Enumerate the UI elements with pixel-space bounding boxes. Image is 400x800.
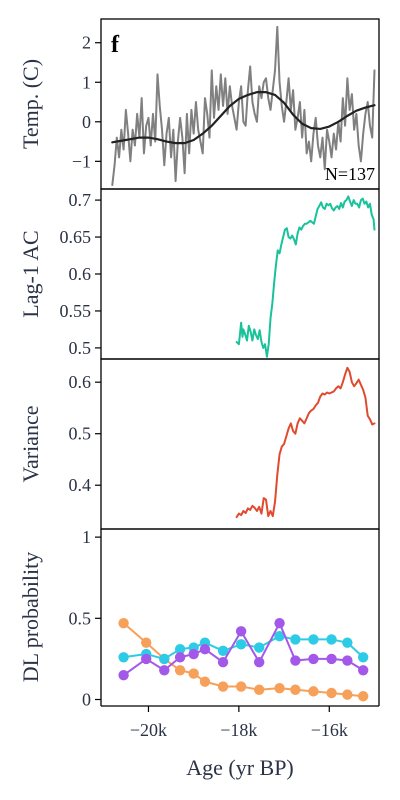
ytick-label-temperature: −1 xyxy=(72,151,91,171)
data-point-dl-1 xyxy=(290,634,301,645)
data-point-dl-0 xyxy=(118,617,129,629)
data-point-dl-0 xyxy=(199,676,211,687)
data-point-dl-0 xyxy=(174,665,186,676)
data-point-dl-1 xyxy=(254,642,265,653)
data-point-dl-0 xyxy=(254,684,265,695)
series-line-lag1-0 xyxy=(235,195,376,358)
ytick-label-dl: 0.5 xyxy=(69,608,92,628)
data-point-dl-1 xyxy=(217,645,229,656)
data-point-dl-2 xyxy=(235,626,247,637)
data-point-dl-1 xyxy=(118,652,129,663)
ytick-label-temperature: 1 xyxy=(82,72,91,92)
series-line-temperature-1 xyxy=(111,91,376,145)
ytick-label-lag1: 0.55 xyxy=(60,301,92,321)
data-point-dl-0 xyxy=(274,682,285,694)
series-line-temperature-0 xyxy=(111,25,376,187)
data-point-dl-1 xyxy=(308,634,319,645)
series-layer xyxy=(111,25,376,702)
series-line-variance-0 xyxy=(235,366,376,519)
data-point-dl-2 xyxy=(118,669,129,681)
data-point-dl-2 xyxy=(141,653,152,665)
ytick-label-lag1: 0.65 xyxy=(60,227,92,247)
data-point-dl-1 xyxy=(357,652,369,663)
data-point-dl-0 xyxy=(141,637,152,648)
data-point-dl-1 xyxy=(326,634,337,645)
data-point-dl-2 xyxy=(274,617,285,629)
data-point-dl-1 xyxy=(274,630,285,642)
panel-variance-frame xyxy=(100,358,380,530)
ytick-label-temperature: 2 xyxy=(82,33,91,53)
data-point-dl-0 xyxy=(308,686,319,697)
data-point-dl-0 xyxy=(326,687,337,699)
panel-letter: f xyxy=(111,32,120,58)
ytick-label-variance: 0.5 xyxy=(69,424,92,444)
ytick-label-dl: 0 xyxy=(82,690,91,710)
data-point-dl-2 xyxy=(290,655,301,666)
data-point-dl-2 xyxy=(254,656,265,668)
data-point-dl-2 xyxy=(217,656,229,668)
ytick-label-lag1: 0.7 xyxy=(69,190,92,210)
xtick-label: −18k xyxy=(220,720,257,740)
data-point-dl-1 xyxy=(342,637,353,648)
data-point-dl-2 xyxy=(357,665,369,676)
data-point-dl-2 xyxy=(342,655,353,666)
ytick-label-temperature: 0 xyxy=(82,112,91,132)
xlabel-age: Age (yr BP) xyxy=(186,755,294,780)
data-point-dl-2 xyxy=(326,653,337,665)
ylabel-lag1: Lag-1 AC xyxy=(18,230,43,317)
ylabel-dl-probability: DL probability xyxy=(18,552,43,683)
data-point-dl-2 xyxy=(159,665,170,676)
ylabel-temperature: Temp. (C) xyxy=(18,59,43,149)
data-point-dl-1 xyxy=(159,653,170,665)
ytick-label-lag1: 0.5 xyxy=(69,338,92,358)
data-point-dl-0 xyxy=(235,681,247,692)
data-point-dl-2 xyxy=(308,653,319,665)
ytick-label-dl: 1 xyxy=(82,527,91,547)
data-point-dl-0 xyxy=(357,691,369,702)
data-point-dl-1 xyxy=(174,643,186,655)
sample-size-annotation: N=137 xyxy=(325,164,375,184)
ytick-label-lag1: 0.6 xyxy=(69,264,92,284)
tick-layer: −1 0 1 2 0.5 0.55 0.6 0.65 0.7 0.4 0.5 0.6 0 0.5 1 −20k… xyxy=(60,33,348,740)
data-point-dl-0 xyxy=(290,684,301,695)
ytick-label-variance: 0.6 xyxy=(69,372,92,392)
data-point-dl-0 xyxy=(188,668,199,679)
data-point-dl-2 xyxy=(174,652,186,663)
data-point-dl-1 xyxy=(235,639,247,650)
ylabel-variance: Variance xyxy=(18,406,43,483)
data-point-dl-2 xyxy=(188,648,199,660)
data-point-dl-0 xyxy=(342,689,353,700)
ytick-label-variance: 0.4 xyxy=(69,475,92,495)
data-point-dl-0 xyxy=(217,681,229,692)
xtick-label: −16k xyxy=(311,720,348,740)
data-point-dl-2 xyxy=(199,643,211,655)
xtick-label: −20k xyxy=(130,720,167,740)
